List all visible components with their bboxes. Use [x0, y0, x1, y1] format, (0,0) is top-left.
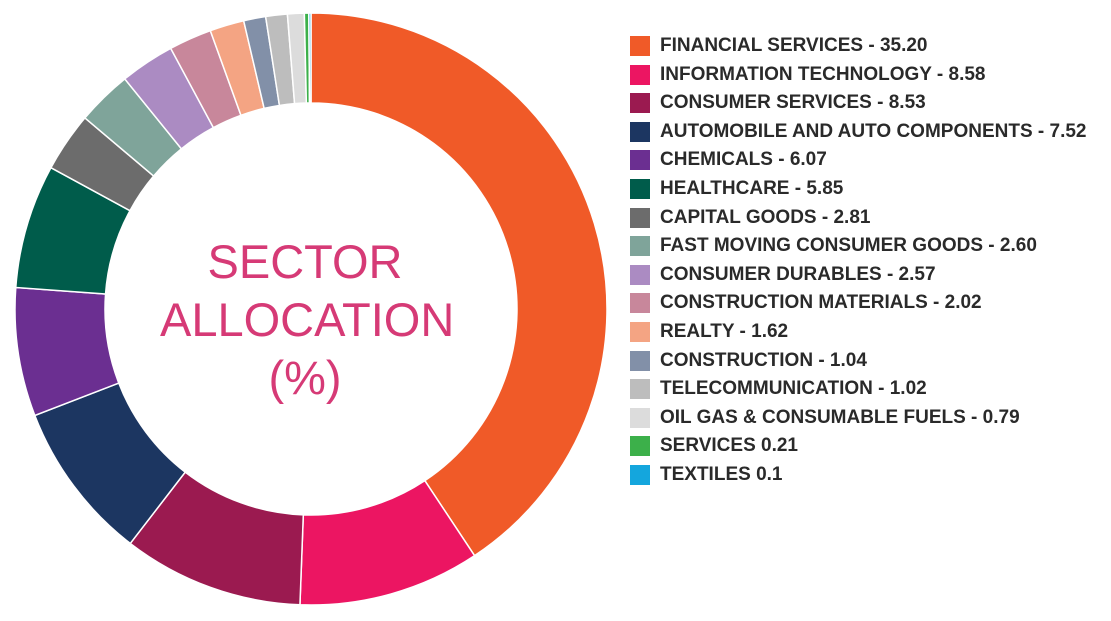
legend-item: REALTY - 1.62: [630, 318, 1105, 347]
legend-item: INFORMATION TECHNOLOGY - 8.58: [630, 61, 1105, 90]
legend-item: CAPITAL GOODS - 2.81: [630, 204, 1105, 233]
chart-title-line-3: (%): [268, 351, 342, 404]
legend-swatch: [630, 379, 650, 400]
legend-swatch: [630, 436, 650, 457]
legend-item: SERVICES 0.21: [630, 432, 1105, 461]
legend-swatch: [630, 264, 650, 285]
legend-label: CONSTRUCTION - 1.04: [660, 349, 867, 371]
legend-swatch: [630, 464, 650, 485]
legend-item: FINANCIAL SERVICES - 35.20: [630, 32, 1105, 61]
donut-chart: SECTOR ALLOCATION (%): [14, 12, 608, 606]
legend-item: TELECOMMUNICATION - 1.02: [630, 375, 1105, 404]
legend-swatch: [630, 407, 650, 428]
legend-label: CONSUMER SERVICES - 8.53: [660, 92, 926, 114]
legend-label: TELECOMMUNICATION - 1.02: [660, 378, 927, 400]
legend-label: CONSUMER DURABLES - 2.57: [660, 263, 936, 285]
legend-swatch: [630, 178, 650, 199]
legend-item: CONSUMER SERVICES - 8.53: [630, 89, 1105, 118]
legend-swatch: [630, 293, 650, 314]
legend-swatch: [630, 236, 650, 257]
legend-label: INFORMATION TECHNOLOGY - 8.58: [660, 63, 986, 85]
legend-label: TEXTILES 0.1: [660, 463, 783, 485]
legend-label: AUTOMOBILE AND AUTO COMPONENTS - 7.52: [660, 120, 1087, 142]
legend-item: AUTOMOBILE AND AUTO COMPONENTS - 7.52: [630, 118, 1105, 147]
legend-swatch: [630, 207, 650, 228]
donut-slice: [310, 12, 608, 557]
legend-swatch: [630, 36, 650, 56]
legend-label: FINANCIAL SERVICES - 35.20: [660, 35, 928, 56]
legend-label: CHEMICALS - 6.07: [660, 149, 827, 171]
legend-label: OIL GAS & CONSUMABLE FUELS - 0.79: [660, 406, 1020, 428]
legend-label: CONSTRUCTION MATERIALS - 2.02: [660, 292, 982, 314]
legend-swatch: [630, 150, 650, 171]
chart-title-line-1: SECTOR: [207, 235, 403, 288]
legend-label: REALTY - 1.62: [660, 320, 789, 342]
donut-chart-svg: [14, 12, 608, 606]
legend-item: OIL GAS & CONSUMABLE FUELS - 0.79: [630, 404, 1105, 433]
legend-swatch: [630, 121, 650, 142]
legend-label: HEALTHCARE - 5.85: [660, 177, 844, 199]
legend-label: FAST MOVING CONSUMER GOODS - 2.60: [660, 235, 1037, 257]
legend-item: TEXTILES 0.1: [630, 461, 1105, 490]
chart-legend: FINANCIAL SERVICES - 35.20 INFORMATION TE…: [630, 32, 1105, 490]
legend-swatch: [630, 64, 650, 85]
legend-label: CAPITAL GOODS - 2.81: [660, 206, 871, 228]
legend-item: CONSTRUCTION - 1.04: [630, 347, 1105, 376]
legend-swatch: [630, 350, 650, 371]
legend-item: HEALTHCARE - 5.85: [630, 175, 1105, 204]
legend-item: CONSUMER DURABLES - 2.57: [630, 261, 1105, 290]
chart-title-line-2: ALLOCATION: [160, 293, 455, 346]
legend-label: SERVICES 0.21: [660, 435, 799, 457]
legend-item: CONSTRUCTION MATERIALS - 2.02: [630, 289, 1105, 318]
legend-item: CHEMICALS - 6.07: [630, 146, 1105, 175]
legend-swatch: [630, 321, 650, 342]
legend-item: FAST MOVING CONSUMER GOODS - 2.60: [630, 232, 1105, 261]
legend-swatch: [630, 93, 650, 114]
donut-slice: [308, 12, 312, 104]
